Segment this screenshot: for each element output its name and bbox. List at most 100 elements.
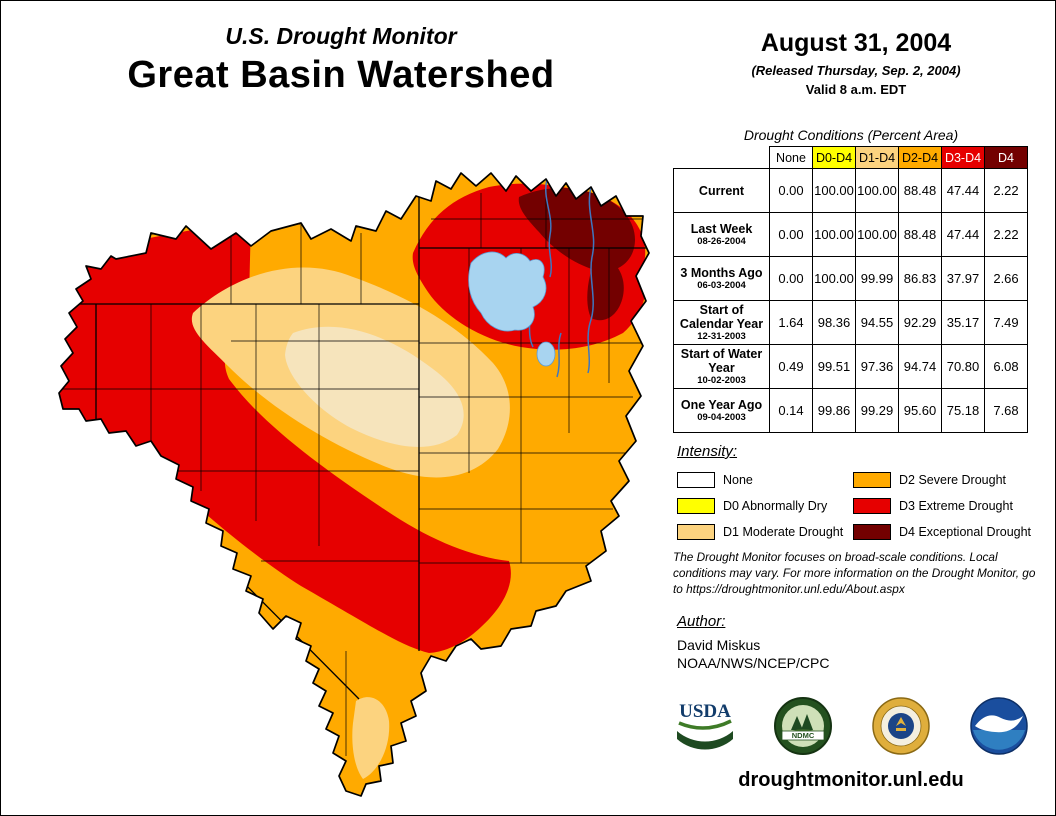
value-cell: 37.97 bbox=[941, 256, 985, 301]
value-cell: 100.00 bbox=[855, 212, 899, 257]
col-header-d3-d4: D3-D4 bbox=[941, 146, 985, 169]
disclaimer-text: The Drought Monitor focuses on broad-sca… bbox=[673, 550, 1036, 596]
county-borders bbox=[61, 183, 646, 756]
usda-base-bar bbox=[677, 731, 733, 750]
value-cell: 0.00 bbox=[769, 212, 813, 257]
row-date: 06-03-2004 bbox=[697, 279, 746, 291]
row-label: Last Week 08-26-2004 bbox=[673, 212, 770, 257]
ndmc-tree-icon bbox=[801, 714, 813, 730]
value-cell: 0.49 bbox=[769, 344, 813, 389]
value-cell: 99.51 bbox=[812, 344, 856, 389]
table-row: Start of Calendar Year 12-31-2003 1.64 98.3… bbox=[673, 300, 1028, 345]
value-cell: 98.36 bbox=[812, 300, 856, 345]
row-label: Current bbox=[673, 168, 770, 213]
legend-swatch bbox=[677, 524, 715, 540]
drought-conditions-table: None D0-D4 D1-D4 D2-D4 D3-D4 D4 Current 0.00 10… bbox=[673, 146, 1028, 433]
commerce-inner-disc bbox=[888, 713, 914, 739]
row-date: 10-02-2003 bbox=[697, 374, 746, 386]
table-row: Last Week 08-26-2004 0.00 100.00 100.00 88.48… bbox=[673, 212, 1028, 257]
value-cell: 94.74 bbox=[898, 344, 942, 389]
col-header-none: None bbox=[769, 146, 813, 169]
map-date: August 31, 2004 bbox=[760, 29, 952, 57]
row-label: Start of Calendar Year 12-31-2003 bbox=[673, 300, 770, 345]
ndmc-logo-text: NDMC bbox=[792, 731, 815, 740]
walker-lake bbox=[61, 449, 75, 469]
usda-swoosh bbox=[678, 719, 732, 730]
col-header-d0-d4: D0-D4 bbox=[812, 146, 856, 169]
legend-item: D0 Abnormally Dry bbox=[677, 493, 853, 519]
monitor-title: U.S. Drought Monitor bbox=[225, 23, 457, 49]
legend-swatch bbox=[853, 498, 891, 514]
row-label: 3 Months Ago 06-03-2004 bbox=[673, 256, 770, 301]
region-d3-west bbox=[59, 219, 511, 653]
conditions-table-body: Current 0.00 100.00 100.00 88.48 47.44 2.22 Las… bbox=[673, 168, 1028, 433]
table-row: 3 Months Ago 06-03-2004 0.00 100.00 99.99 86.… bbox=[673, 256, 1028, 301]
value-cell: 100.00 bbox=[855, 168, 899, 213]
agency-logos: USDA NDMC bbox=[673, 695, 1031, 757]
value-cell: 86.83 bbox=[898, 256, 942, 301]
value-cell: 99.99 bbox=[855, 256, 899, 301]
value-cell: 88.48 bbox=[898, 212, 942, 257]
table-row: Current 0.00 100.00 100.00 88.48 47.44 2.22 bbox=[673, 168, 1028, 213]
legend-item: D4 Exceptional Drought bbox=[853, 519, 1032, 545]
value-cell: 97.36 bbox=[855, 344, 899, 389]
value-cell: 95.60 bbox=[898, 388, 942, 433]
legend-item: D3 Extreme Drought bbox=[853, 493, 1029, 519]
value-cell: 7.49 bbox=[984, 300, 1028, 345]
intensity-legend-grid: None D0 Abnormally Dry D1 Moderate Drought… bbox=[677, 467, 1032, 545]
author-organization: NOAA/NWS/NCEP/CPC bbox=[677, 655, 830, 671]
usda-logo-text: USDA bbox=[679, 701, 731, 722]
usda-logo: USDA bbox=[673, 695, 737, 757]
date-block: August 31, 2004 (Released Thursday, Sep.… bbox=[691, 29, 1021, 97]
value-cell: 100.00 bbox=[812, 212, 856, 257]
value-cell: 0.00 bbox=[769, 168, 813, 213]
title-block: U.S. Drought Monitor Great Basin Watersh… bbox=[61, 23, 621, 97]
value-cell: 100.00 bbox=[812, 168, 856, 213]
row-label: Start of Water Year 10-02-2003 bbox=[673, 344, 770, 389]
utah-lake bbox=[536, 341, 556, 367]
value-cell: 92.29 bbox=[898, 300, 942, 345]
region-d4-hook bbox=[587, 253, 624, 321]
legend-swatch bbox=[853, 472, 891, 488]
footer-url: droughtmonitor.unl.edu bbox=[738, 769, 964, 791]
commerce-seal-logo bbox=[869, 695, 933, 757]
noaa-lower-sea bbox=[973, 730, 1025, 750]
legend-label: None bbox=[723, 473, 753, 487]
region-d1-tail bbox=[352, 697, 390, 779]
value-cell: 35.17 bbox=[941, 300, 985, 345]
released-date: (Released Thursday, Sep. 2, 2004) bbox=[751, 63, 961, 78]
value-cell: 6.08 bbox=[984, 344, 1028, 389]
author-heading: Author: bbox=[677, 613, 726, 630]
noaa-logo bbox=[967, 695, 1031, 757]
table-corner-cell bbox=[673, 146, 770, 169]
col-header-d2-d4: D2-D4 bbox=[898, 146, 942, 169]
value-cell: 100.00 bbox=[812, 256, 856, 301]
ndmc-logo: NDMC bbox=[771, 695, 835, 757]
commerce-eagle-icon bbox=[896, 717, 906, 726]
value-cell: 99.29 bbox=[855, 388, 899, 433]
intensity-legend-title: Intensity: bbox=[677, 443, 738, 460]
watershed-outline bbox=[58, 172, 650, 797]
legend-label: D4 Exceptional Drought bbox=[899, 525, 1032, 539]
value-cell: 7.68 bbox=[984, 388, 1028, 433]
value-cell: 47.44 bbox=[941, 168, 985, 213]
value-cell: 88.48 bbox=[898, 168, 942, 213]
commerce-emblem-base bbox=[896, 728, 906, 731]
value-cell: 70.80 bbox=[941, 344, 985, 389]
row-date: 09-04-2003 bbox=[697, 411, 746, 423]
legend-label: D1 Moderate Drought bbox=[723, 525, 844, 539]
legend-item: None bbox=[677, 467, 853, 493]
value-cell: 47.44 bbox=[941, 212, 985, 257]
great-basin-map bbox=[58, 172, 650, 797]
legend-label: D3 Extreme Drought bbox=[899, 499, 1013, 513]
page-title: Great Basin Watershed bbox=[127, 54, 555, 96]
table-row: One Year Ago 09-04-2003 0.14 99.86 99.29 95.6… bbox=[673, 388, 1028, 433]
row-date: 12-31-2003 bbox=[697, 330, 746, 342]
value-cell: 1.64 bbox=[769, 300, 813, 345]
value-cell: 94.55 bbox=[855, 300, 899, 345]
value-cell: 2.66 bbox=[984, 256, 1028, 301]
legend-swatch bbox=[853, 524, 891, 540]
legend-swatch bbox=[677, 472, 715, 488]
author-name: David Miskus bbox=[677, 637, 761, 653]
value-cell: 99.86 bbox=[812, 388, 856, 433]
